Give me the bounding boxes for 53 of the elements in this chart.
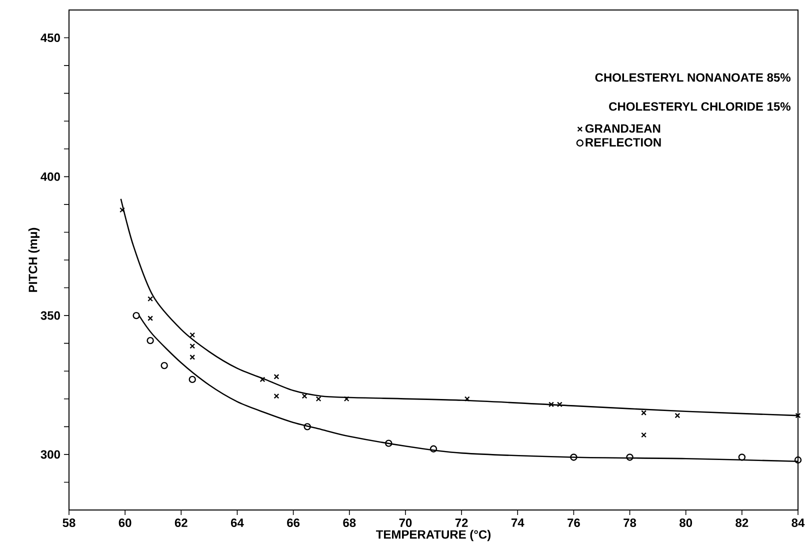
point (190, 343, 196, 349)
point (260, 376, 266, 382)
point (626, 454, 634, 461)
x-tick-label: 62 (174, 518, 188, 528)
point (316, 396, 322, 402)
point (188, 376, 196, 384)
x-tick-label: 68 (343, 518, 356, 528)
x-tick-label: 82 (736, 518, 748, 528)
point (148, 296, 154, 302)
x-tick-label: 80 (680, 518, 692, 528)
point (148, 316, 154, 322)
x-tick-label: 58 (62, 518, 76, 528)
y-tick-label: 350 (40, 311, 60, 320)
point (190, 354, 196, 360)
annotation: CHOLESTERYL NONANOATE 85% (595, 73, 790, 82)
point (304, 423, 311, 430)
x-tick-label: 66 (287, 518, 300, 528)
point (641, 432, 647, 438)
line-series (120, 198, 798, 416)
point (570, 454, 578, 461)
point (302, 393, 308, 399)
point (344, 396, 350, 402)
y-tick-label: 400 (40, 172, 60, 181)
point (274, 374, 280, 380)
x-tick-label: 70 (399, 518, 412, 528)
x-tick-label: 74 (511, 518, 524, 527)
point (556, 402, 562, 408)
point (641, 410, 647, 416)
y-axis-title: PITCH (mμ) (28, 228, 40, 292)
y-tick-label: 300 (40, 450, 60, 459)
point (430, 445, 438, 452)
point (274, 393, 280, 399)
point (120, 207, 125, 213)
legend-label: REFLECTION (586, 138, 661, 147)
point (146, 336, 154, 344)
point (794, 456, 802, 464)
x-tick-label: 76 (568, 518, 580, 528)
annotation: CHOLESTERYL CHLORIDE 15% (609, 102, 790, 111)
point (190, 332, 196, 338)
y-tick-label: 450 (40, 34, 60, 42)
x-tick-label: 64 (231, 518, 244, 528)
point (674, 412, 680, 418)
point (464, 396, 470, 402)
x-tick-label: 84 (792, 518, 805, 528)
legend-label: GRANDJEAN (585, 124, 660, 133)
point (385, 440, 392, 447)
point (160, 362, 168, 370)
x-tick-label: 72 (455, 518, 468, 527)
x-axis-title: TEMPERATURE (°C) (376, 530, 491, 542)
point (738, 454, 746, 461)
point (548, 402, 554, 408)
x-tick-label: 78 (624, 518, 636, 528)
x-tick-label: 60 (118, 518, 132, 528)
